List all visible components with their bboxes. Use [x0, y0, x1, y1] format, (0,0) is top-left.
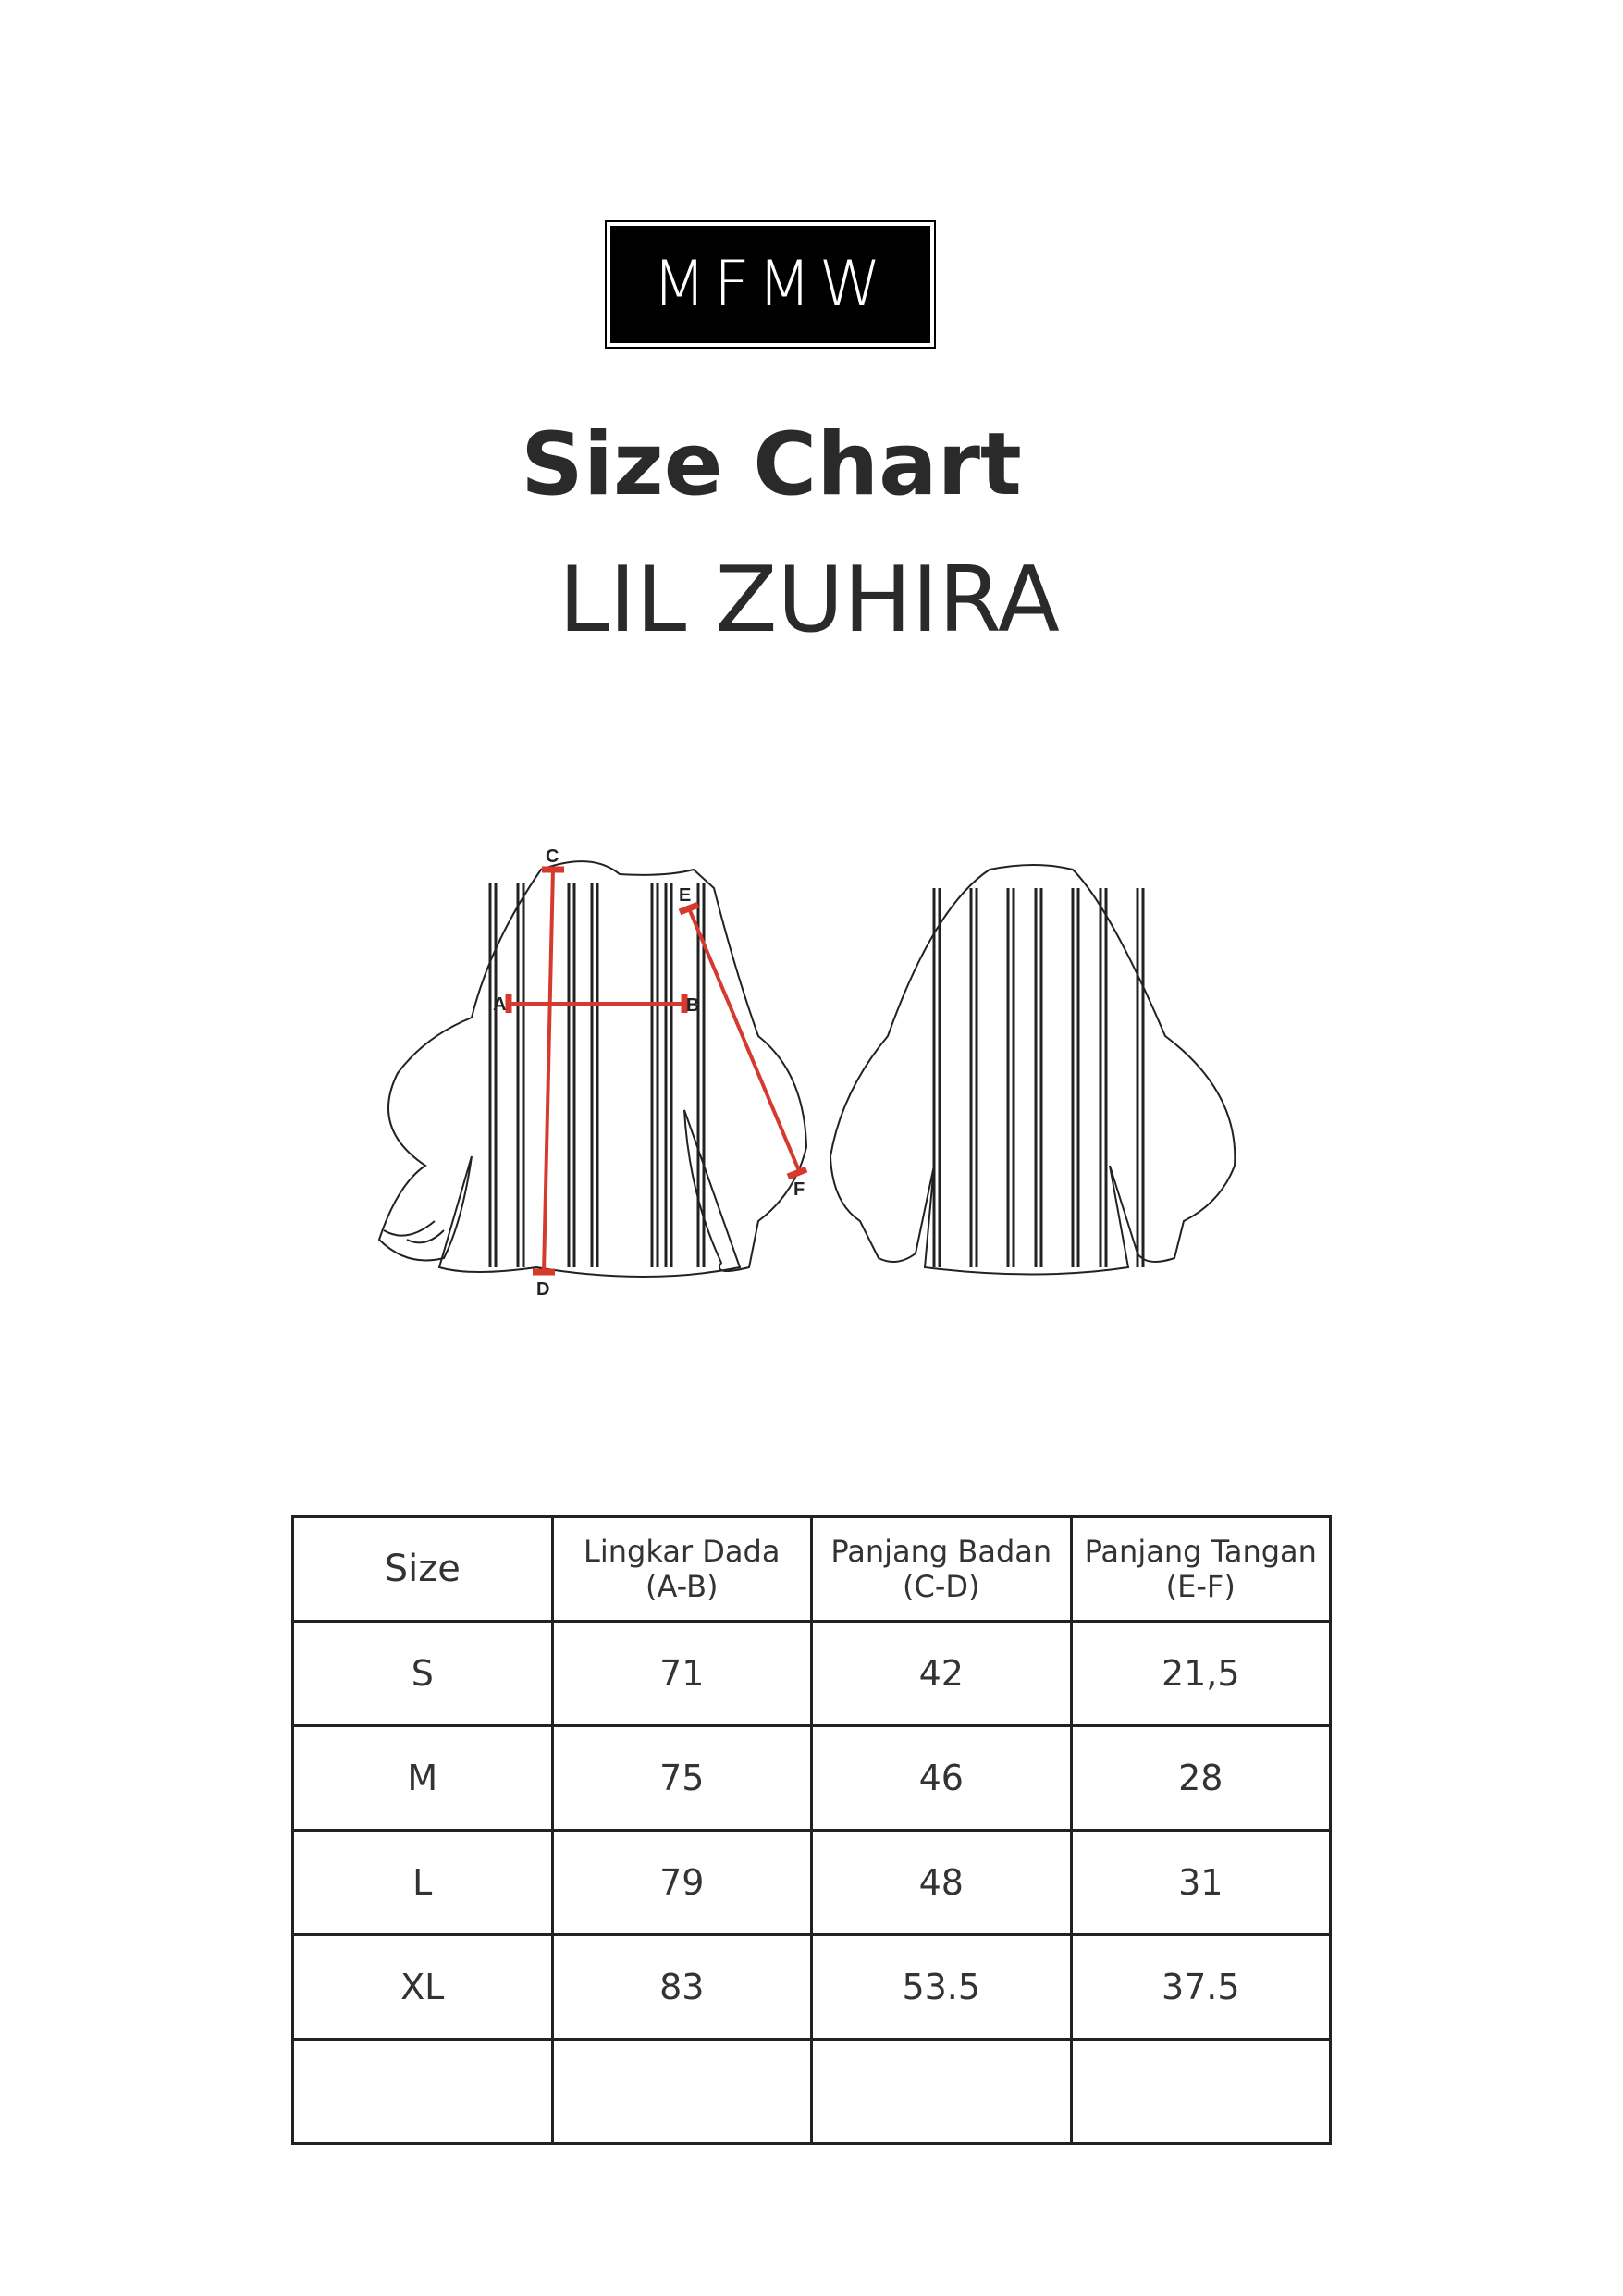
- product-name: LIL ZUHIRA: [559, 548, 1060, 653]
- measurement-lines: [505, 866, 808, 1276]
- cell: 75: [550, 1724, 813, 1832]
- cell: 37.5: [1069, 1933, 1332, 2041]
- page-title: Size Chart: [521, 414, 1022, 515]
- cell: XL: [291, 1933, 554, 2041]
- cell: 31: [1069, 1829, 1332, 1936]
- cell: [291, 2038, 554, 2145]
- marker-d: D: [536, 1279, 549, 1300]
- table-header-row: Size Lingkar Dada (A-B) Panjang Badan (C-D…: [291, 1515, 1332, 1623]
- cell: 79: [550, 1829, 813, 1936]
- header-size: Size: [291, 1515, 554, 1623]
- cell: [810, 2038, 1073, 2145]
- cell: 46: [810, 1724, 1073, 1832]
- cell: L: [291, 1829, 554, 1936]
- marker-c: C: [546, 846, 559, 867]
- table-row: M 75 46 28: [291, 1724, 1332, 1832]
- cell: M: [291, 1724, 554, 1832]
- cell: 28: [1069, 1724, 1332, 1832]
- header-chest: Lingkar Dada (A-B): [550, 1515, 813, 1623]
- brand-logo: MFMW: [605, 220, 936, 349]
- garment-back: [829, 864, 1236, 1276]
- table-row: [291, 2038, 1332, 2145]
- header-sleeve-length: Panjang Tangan (E-F): [1069, 1515, 1332, 1623]
- cell: 83: [550, 1933, 813, 2041]
- marker-b: B: [686, 995, 699, 1016]
- cell: 71: [550, 1620, 813, 1727]
- cell: [550, 2038, 813, 2145]
- size-table: Size Lingkar Dada (A-B) Panjang Badan (C-D…: [291, 1515, 1332, 2145]
- garment-illustration: C D A B E F: [377, 846, 1236, 1300]
- cell: 42: [810, 1620, 1073, 1727]
- table-row: L 79 48 31: [291, 1829, 1332, 1936]
- cell: [1069, 2038, 1332, 2145]
- logo-text: MFMW: [610, 226, 930, 343]
- cell: S: [291, 1620, 554, 1727]
- marker-a: A: [493, 994, 506, 1015]
- table-row: XL 83 53.5 37.5: [291, 1933, 1332, 2041]
- cell: 21,5: [1069, 1620, 1332, 1727]
- header-body-length: Panjang Badan (C-D): [810, 1515, 1073, 1623]
- table-row: S 71 42 21,5: [291, 1620, 1332, 1727]
- cell: 53.5: [810, 1933, 1073, 2041]
- marker-f: F: [793, 1179, 805, 1200]
- cell: 48: [810, 1829, 1073, 1936]
- marker-e: E: [679, 885, 691, 906]
- garment-front: [377, 860, 808, 1278]
